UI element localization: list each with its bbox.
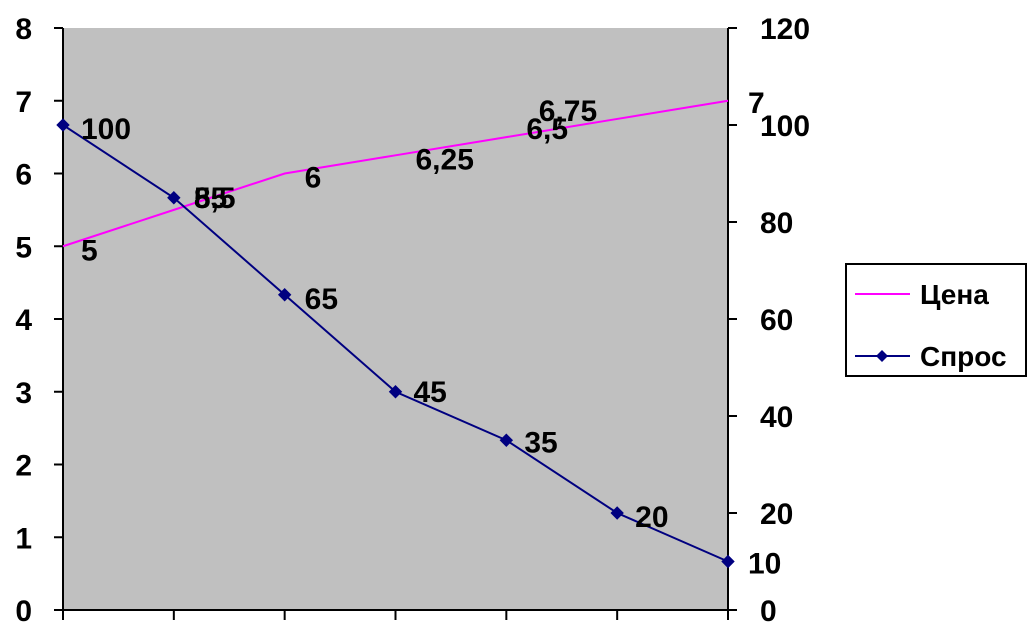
x-axis [62,609,729,620]
left-tick-label: 2 [15,450,32,483]
series-marker-1 [167,191,181,205]
data-label-0: 6,5 [526,113,568,146]
data-labels: 5 5,5 6 6,25 6,56,75 7 100 85 65 45 35 20 10 [81,87,781,581]
left-tick-label: 7 [15,86,32,119]
right-tick-label: 20 [760,498,793,531]
left-tick-label: 0 [15,595,32,624]
data-label-1: 45 [414,376,447,409]
right-tick-label: 40 [760,401,793,434]
data-label-1: 100 [81,113,131,146]
left-tick-label: 5 [15,231,32,264]
data-label-1: 65 [305,283,338,316]
data-label-0: 5,5 [194,182,236,215]
right-tick-label: 0 [760,595,777,624]
right-tick-label: 120 [760,13,810,46]
left-tick-label: 1 [15,522,32,555]
data-label-0: 5 [81,234,98,267]
legend-box [845,263,1027,377]
data-label-0: 7 [748,87,765,120]
legend-label-demand: Спрос [920,341,1007,372]
legend-marker-demand [876,350,888,362]
data-label-1: 10 [748,548,781,581]
left-tick-label: 4 [15,304,32,337]
legend: Цена Спрос [845,263,1027,377]
left-y-axis: 0 1 2 3 4 5 6 7 8 [15,13,64,624]
right-tick-label: 60 [760,304,793,337]
legend-label-price: Цена [920,279,989,310]
right-tick-label: 100 [760,110,810,143]
left-tick-label: 8 [15,13,32,46]
data-label-1: 20 [635,501,668,534]
left-tick-label: 3 [15,377,32,410]
series-marker-1 [610,506,624,520]
series-layer [56,99,735,569]
series-marker-1 [277,288,292,302]
left-tick-label: 6 [15,159,32,192]
series-marker-1 [499,433,514,447]
data-label-1: 35 [524,426,557,459]
series-marker-1 [56,118,70,132]
series-marker-1 [388,385,403,399]
series-line-0 [62,99,729,248]
right-tick-label: 80 [760,207,793,240]
data-label-0: 6,75 [539,95,597,128]
data-label-0: 6,25 [416,143,474,176]
right-y-axis: 0 20 40 60 80 100 120 [727,13,810,624]
data-label-0: 6 [305,162,322,195]
series-marker-1 [721,554,735,569]
plot-area [63,28,728,610]
data-label-1: 85 [194,182,227,215]
